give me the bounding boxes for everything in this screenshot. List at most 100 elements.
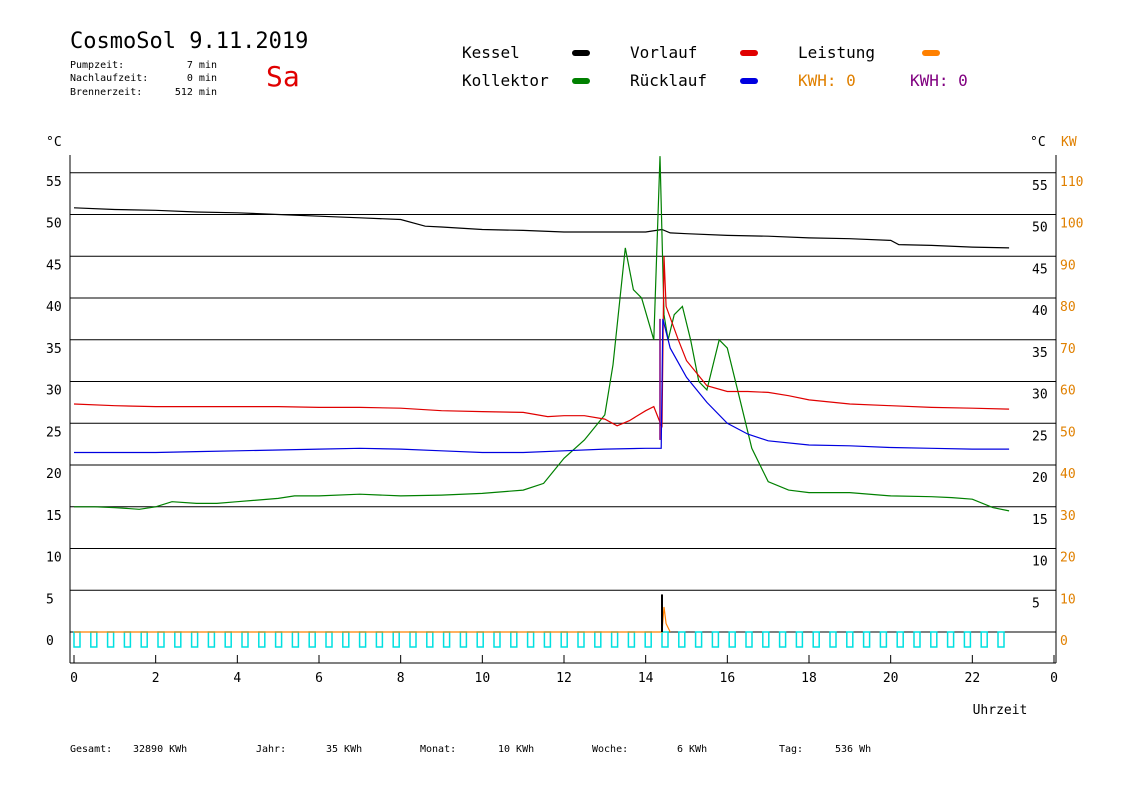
y-left-tick-label: 55	[46, 175, 62, 190]
series-line-kollektor	[74, 156, 1010, 512]
pump-off-box	[879, 631, 888, 648]
x-axis-label: Uhrzeit	[973, 703, 1028, 718]
legend-kollektor-swatch	[572, 78, 590, 84]
pump-off-box	[661, 631, 669, 648]
pump-off-box	[829, 631, 837, 648]
pump-off-box	[745, 631, 753, 648]
weekday-label: Sa	[266, 60, 300, 93]
x-tick-label: 0	[70, 671, 78, 686]
legend-kollektor-label: Kollektor	[462, 71, 549, 90]
y-kw-tick-label: 110	[1060, 175, 1083, 190]
y-kw-tick-label: 40	[1060, 467, 1076, 482]
y-right-tick-label: 45	[1032, 262, 1048, 277]
pump-off-box	[610, 631, 619, 648]
brennerzeit-label: Brennerzeit:	[70, 87, 143, 98]
legend-kessel-label: Kessel	[462, 43, 520, 62]
pump-off-box	[711, 631, 720, 648]
y-kw-tick-label: 10	[1060, 592, 1076, 607]
y-right-tick-label: 35	[1032, 346, 1048, 361]
y-right-tick-label: 10	[1032, 555, 1048, 570]
pump-off-box	[308, 631, 316, 648]
pumpzeit-value: 7 min	[186, 60, 217, 71]
kwh-orange-label: KWH: 0	[798, 71, 856, 90]
pump-off-box	[963, 631, 972, 648]
pump-off-box	[358, 631, 367, 648]
x-tick-label: 2	[152, 671, 160, 686]
y-right-tick-label: 15	[1032, 513, 1048, 528]
footer-woche-value: 6 KWh	[677, 744, 708, 755]
legend-vorlauf-swatch	[740, 50, 758, 56]
legend-vorlauf-label: Vorlauf	[630, 43, 698, 62]
series-line-rücklauf	[74, 318, 1010, 454]
pump-off-box	[862, 631, 871, 648]
y-kw-tick-label: 100	[1060, 217, 1083, 232]
y-right-tick-label: 40	[1032, 304, 1048, 319]
y-left-tick-label: 5	[46, 592, 54, 607]
x-tick-label: 12	[556, 671, 572, 686]
pump-off-box	[946, 631, 955, 648]
pump-off-box	[224, 631, 232, 648]
chart-axes	[69, 155, 1057, 664]
pump-off-box	[342, 631, 350, 648]
pump-off-box	[778, 631, 787, 648]
y-kw-unit: KW	[1061, 135, 1077, 150]
chart-series	[73, 156, 1010, 633]
pump-off-box	[157, 631, 165, 648]
chart-tick-labels: 0 2 4 6 8 10 12 14 16 18 20 22 0 Uhrzeit 0 5 10 15 20 25 30 3…	[46, 135, 1083, 718]
y-kw-tick-label: 90	[1060, 258, 1076, 273]
y-kw-tick-label: 50	[1060, 425, 1076, 440]
pump-off-box	[846, 631, 854, 648]
pumpzeit-label: Pumpzeit:	[70, 60, 125, 71]
pump-off-box	[442, 631, 451, 648]
pump-off-box	[997, 631, 1005, 648]
pump-off-box	[930, 631, 938, 648]
x-tick-label: 0	[1050, 671, 1058, 686]
pump-off-box	[560, 631, 568, 648]
series-line-leistung	[74, 606, 671, 633]
pump-off-box	[526, 631, 535, 648]
x-tick-label: 4	[233, 671, 241, 686]
pump-off-box	[106, 631, 115, 648]
pump-off-box	[812, 631, 820, 648]
legend-ruecklauf-swatch	[740, 78, 758, 84]
kwh-purple-label: KWH: 0	[910, 71, 968, 90]
pump-off-box	[543, 631, 552, 648]
y-right-tick-label: 50	[1032, 221, 1048, 236]
legend-kessel-swatch	[572, 50, 590, 56]
y-left-unit: °C	[46, 135, 62, 150]
pump-off-box	[207, 631, 216, 648]
pump-off-box	[493, 631, 501, 648]
pump-off-box	[594, 631, 602, 648]
pump-off-box	[644, 631, 652, 648]
footer-monat-label: Monat:	[420, 744, 457, 755]
footer-tag-label: Tag:	[779, 744, 804, 755]
x-tick-label: 16	[720, 671, 736, 686]
footer-jahr-label: Jahr:	[256, 744, 287, 755]
x-tick-label: 14	[638, 671, 654, 686]
pump-off-box	[325, 631, 333, 648]
series-line-kessel	[73, 207, 1010, 249]
pump-off-box	[426, 631, 434, 648]
y-left-tick-label: 20	[46, 467, 62, 482]
y-right-unit: °C	[1030, 135, 1046, 150]
chart-grid	[70, 172, 1056, 633]
pump-off-box	[73, 631, 81, 648]
footer-tag-value: 536 Wh	[835, 744, 872, 755]
pump-off-box	[375, 631, 384, 648]
y-left-tick-label: 30	[46, 384, 62, 399]
pump-off-box	[980, 631, 988, 648]
pump-off-box	[728, 631, 736, 648]
pump-off-box	[392, 631, 400, 648]
x-tick-label: 18	[801, 671, 817, 686]
y-kw-tick-label: 70	[1060, 342, 1076, 357]
series-line-vorlauf	[73, 256, 1010, 428]
y-kw-tick-label: 60	[1060, 384, 1076, 399]
pump-off-box	[627, 631, 636, 648]
y-kw-tick-label: 30	[1060, 509, 1076, 524]
footer-woche-label: Woche:	[592, 744, 629, 755]
y-left-tick-label: 40	[46, 300, 62, 315]
y-left-tick-label: 15	[46, 509, 62, 524]
pump-off-box	[90, 631, 98, 648]
footer-gesamt-value: 32890 KWh	[133, 744, 188, 755]
